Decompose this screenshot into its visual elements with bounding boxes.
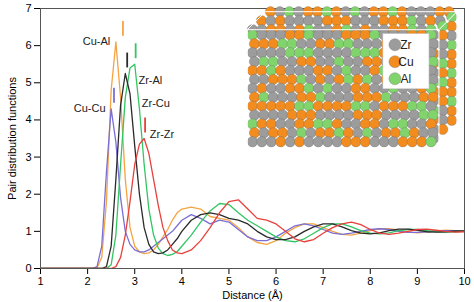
- svg-text:Cu-Cu: Cu-Cu: [74, 102, 106, 114]
- svg-text:Zr-Zr: Zr-Zr: [150, 128, 175, 140]
- svg-text:6: 6: [273, 275, 279, 287]
- svg-text:7: 7: [25, 2, 31, 14]
- svg-text:1: 1: [37, 275, 43, 287]
- svg-text:8: 8: [367, 275, 373, 287]
- svg-text:10: 10: [458, 275, 470, 287]
- svg-text:Zr-Al: Zr-Al: [138, 74, 162, 86]
- svg-text:Pair distribution functions: Pair distribution functions: [6, 77, 18, 200]
- svg-text:5: 5: [226, 275, 232, 287]
- svg-text:1: 1: [25, 225, 31, 237]
- svg-text:Zr: Zr: [400, 38, 411, 52]
- svg-text:2: 2: [85, 275, 91, 287]
- svg-text:5: 5: [25, 76, 31, 88]
- svg-text:Al: Al: [401, 72, 412, 86]
- svg-text:Cu-Al: Cu-Al: [83, 35, 111, 47]
- svg-text:3: 3: [25, 151, 31, 163]
- svg-text:4: 4: [25, 113, 31, 125]
- svg-text:0: 0: [25, 262, 31, 274]
- svg-text:Distance (Å): Distance (Å): [222, 289, 283, 301]
- svg-text:9: 9: [414, 275, 420, 287]
- svg-text:Zr-Cu: Zr-Cu: [142, 97, 170, 109]
- svg-text:3: 3: [132, 275, 138, 287]
- svg-text:4: 4: [179, 275, 185, 287]
- svg-text:7: 7: [320, 275, 326, 287]
- svg-text:6: 6: [25, 39, 31, 51]
- svg-text:2: 2: [25, 188, 31, 200]
- svg-text:Cu: Cu: [398, 55, 413, 69]
